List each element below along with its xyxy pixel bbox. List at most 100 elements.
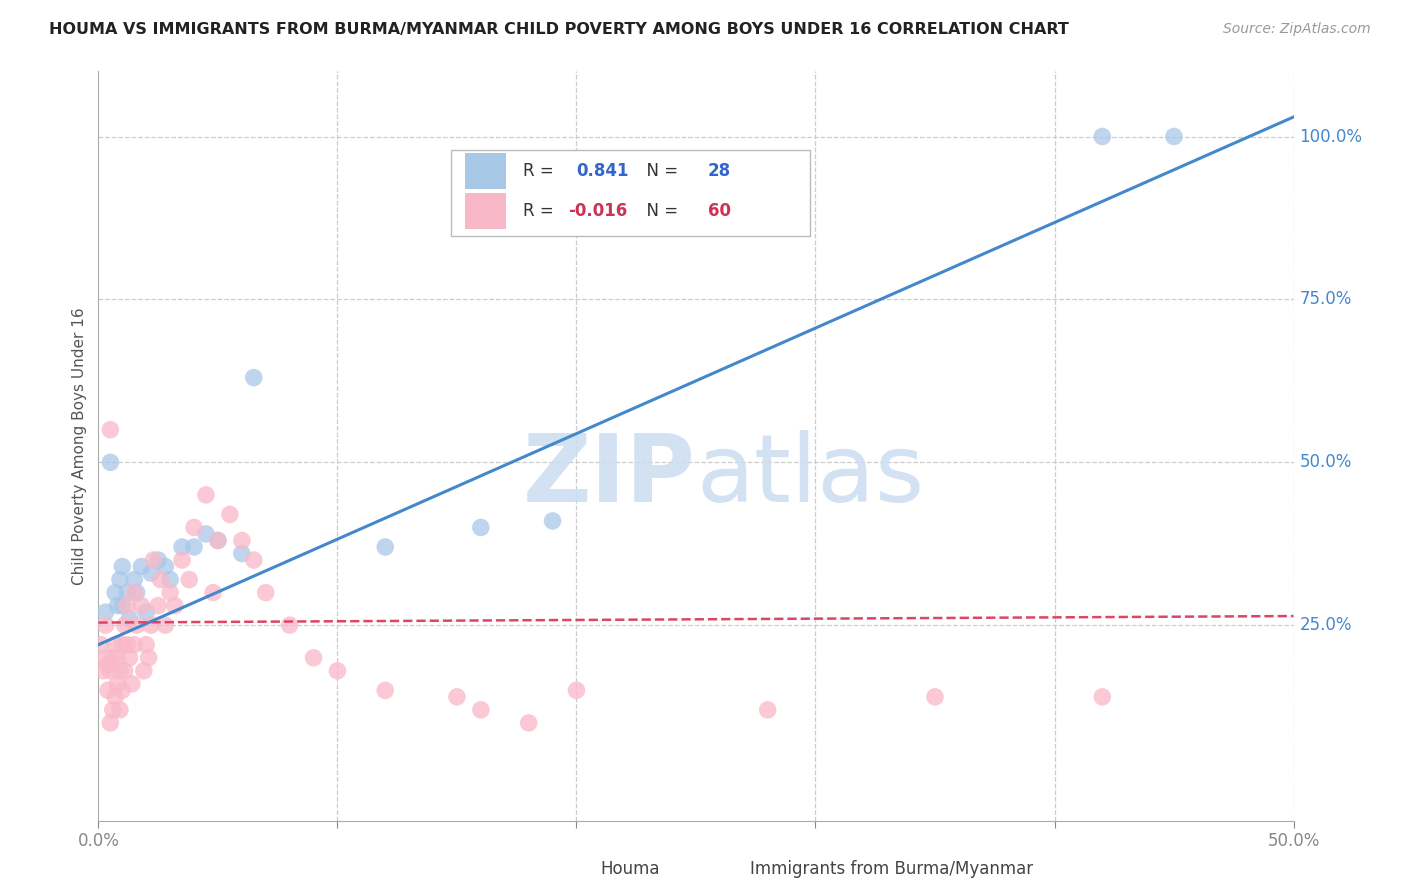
Point xyxy=(1163,129,1185,144)
Point xyxy=(207,533,229,548)
Bar xyxy=(553,856,589,882)
Point xyxy=(111,599,134,613)
Point xyxy=(125,585,148,599)
Point xyxy=(172,553,194,567)
Point xyxy=(924,690,946,704)
Point xyxy=(374,540,396,554)
Point xyxy=(114,664,136,678)
Point xyxy=(98,455,122,469)
Point xyxy=(94,650,117,665)
Point xyxy=(108,664,131,678)
Text: N =: N = xyxy=(636,202,683,220)
Point xyxy=(183,540,205,554)
Point xyxy=(202,585,225,599)
Point xyxy=(98,664,122,678)
Point xyxy=(159,573,181,587)
Point xyxy=(131,559,153,574)
Point xyxy=(326,664,349,678)
Point xyxy=(98,423,122,437)
Point xyxy=(90,638,112,652)
Text: -0.016: -0.016 xyxy=(568,202,627,220)
Text: atlas: atlas xyxy=(696,430,924,522)
Bar xyxy=(465,194,506,229)
Point xyxy=(97,657,120,672)
Text: 60: 60 xyxy=(709,202,731,220)
Point xyxy=(91,664,114,678)
Point xyxy=(118,650,141,665)
Point xyxy=(155,559,177,574)
FancyBboxPatch shape xyxy=(451,150,810,236)
Point xyxy=(254,585,277,599)
Point xyxy=(131,599,153,613)
Text: 75.0%: 75.0% xyxy=(1299,291,1353,309)
Point xyxy=(231,547,253,561)
Point xyxy=(104,638,127,652)
Point xyxy=(121,677,143,691)
Point xyxy=(97,683,120,698)
Point xyxy=(565,683,588,698)
Point xyxy=(470,703,492,717)
Point xyxy=(142,553,165,567)
Point xyxy=(101,703,124,717)
Point xyxy=(179,573,201,587)
Point xyxy=(183,520,205,534)
Point xyxy=(163,599,186,613)
Point xyxy=(374,683,396,698)
Point xyxy=(446,690,468,704)
Point xyxy=(132,664,155,678)
Point xyxy=(243,553,266,567)
Text: HOUMA VS IMMIGRANTS FROM BURMA/MYANMAR CHILD POVERTY AMONG BOYS UNDER 16 CORRELA: HOUMA VS IMMIGRANTS FROM BURMA/MYANMAR C… xyxy=(49,22,1069,37)
Point xyxy=(135,638,157,652)
Point xyxy=(104,585,127,599)
Point xyxy=(195,527,218,541)
Text: R =: R = xyxy=(523,202,558,220)
Bar xyxy=(465,153,506,189)
Point xyxy=(118,612,141,626)
Point xyxy=(115,585,138,599)
Point xyxy=(111,683,134,698)
Point xyxy=(148,599,170,613)
Text: Immigrants from Burma/Myanmar: Immigrants from Burma/Myanmar xyxy=(749,861,1033,879)
Point xyxy=(111,638,134,652)
Point xyxy=(278,618,301,632)
Point xyxy=(139,566,162,580)
Point xyxy=(219,508,242,522)
Point xyxy=(104,690,127,704)
Point xyxy=(107,650,129,665)
Point xyxy=(98,715,122,730)
Text: 25.0%: 25.0% xyxy=(1299,616,1353,634)
Text: R =: R = xyxy=(523,162,564,180)
Point xyxy=(124,585,146,599)
Text: 0.841: 0.841 xyxy=(576,162,628,180)
Point xyxy=(470,520,492,534)
Point xyxy=(125,618,148,632)
Point xyxy=(148,553,170,567)
Text: N =: N = xyxy=(636,162,683,180)
Point xyxy=(124,573,146,587)
Text: 100.0%: 100.0% xyxy=(1299,128,1362,145)
Point xyxy=(207,533,229,548)
Point xyxy=(94,618,117,632)
Point xyxy=(1091,690,1114,704)
Point xyxy=(107,677,129,691)
Point xyxy=(115,599,138,613)
Text: Houma: Houma xyxy=(600,861,659,879)
Point xyxy=(1091,129,1114,144)
Point xyxy=(101,650,124,665)
Point xyxy=(231,533,253,548)
Point xyxy=(108,703,131,717)
Point xyxy=(139,618,162,632)
Point xyxy=(107,599,129,613)
Text: 28: 28 xyxy=(709,162,731,180)
Point xyxy=(517,715,540,730)
Point xyxy=(541,514,564,528)
Point xyxy=(114,618,136,632)
Point xyxy=(155,618,177,632)
Point xyxy=(135,605,157,619)
Point xyxy=(302,650,325,665)
Point xyxy=(172,540,194,554)
Point xyxy=(94,605,117,619)
Point xyxy=(243,370,266,384)
Point xyxy=(159,585,181,599)
Text: 50.0%: 50.0% xyxy=(1299,453,1353,471)
